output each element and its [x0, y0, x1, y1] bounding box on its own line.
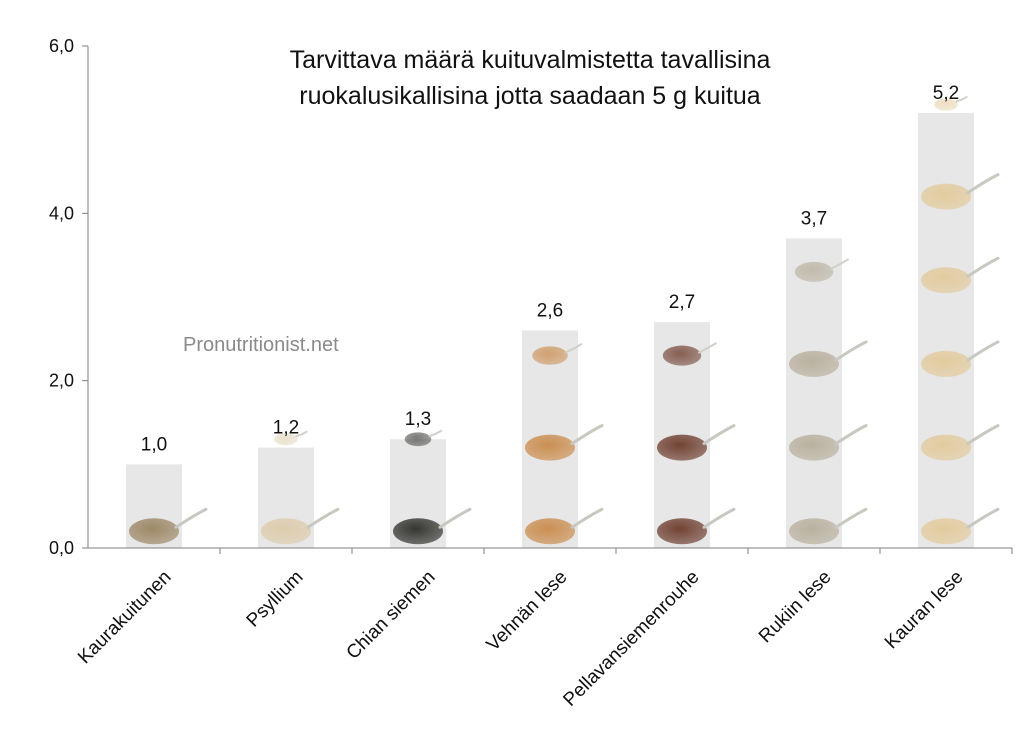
spoon-bowl — [794, 261, 834, 282]
bar-group — [654, 322, 736, 548]
data-label: 2,7 — [669, 292, 695, 313]
spoon-handle — [834, 340, 868, 362]
spoon-icon — [129, 507, 208, 545]
x-tick-label: Vehnän lese — [483, 567, 572, 656]
spoon-handle — [966, 256, 1000, 278]
chart-title-line-2: ruokalusikallisina jotta saadaan 5 g kui… — [299, 82, 761, 110]
data-label: 2,6 — [537, 300, 563, 321]
spoon-bowl — [921, 267, 971, 294]
spoon-bowl — [532, 346, 568, 365]
spoon-handle — [697, 342, 717, 354]
spoon-handle — [966, 424, 1000, 446]
spoon-icon — [657, 424, 736, 461]
spoon-bowl — [274, 433, 298, 446]
spoon-icon — [525, 424, 604, 461]
spoon-handle — [428, 429, 443, 438]
partial-spoon-icon — [794, 258, 849, 282]
spoon-handle — [829, 258, 849, 270]
spoon-bowl — [934, 98, 958, 111]
bar-group — [390, 429, 472, 548]
data-label: 1,0 — [141, 434, 167, 455]
spoon-bowl — [261, 518, 311, 545]
bar-group — [258, 430, 340, 548]
x-tick-label: Kaurakuitunen — [74, 567, 176, 669]
spoon-icon — [921, 340, 1000, 377]
spoon-bowl — [921, 434, 971, 461]
spoon-icon — [921, 507, 1000, 545]
data-label: 5,2 — [933, 83, 959, 104]
spoon-handle — [438, 507, 472, 529]
spoon-bowl — [789, 350, 839, 377]
spoon-handle — [834, 424, 868, 446]
spoon-icon — [789, 507, 868, 545]
spoon-icon — [789, 424, 868, 461]
spoon-icon — [921, 173, 1000, 210]
bar-group — [126, 464, 208, 548]
spoon-handle — [966, 507, 1000, 529]
spoon-handle — [570, 424, 604, 446]
spoon-bowl — [921, 183, 971, 210]
spoon-handle — [174, 507, 208, 529]
spoon-handle — [570, 507, 604, 529]
spoon-bowl — [657, 518, 707, 545]
partial-spoon-icon — [532, 343, 583, 365]
spoon-icon — [525, 507, 604, 545]
bar — [918, 112, 974, 548]
spoon-handle — [564, 343, 583, 354]
spoon-handle — [702, 424, 736, 446]
spoon-icon — [789, 340, 868, 377]
spoon-handle — [834, 507, 868, 529]
spoon-bowl — [393, 518, 443, 545]
bar-group — [522, 330, 604, 548]
spoon-handle — [966, 173, 1000, 195]
y-tick-label: 0,0 — [49, 538, 74, 558]
spoon-bowl — [789, 434, 839, 461]
y-tick-label: 2,0 — [49, 371, 74, 391]
spoon-bowl — [404, 432, 432, 447]
spoon-bowl — [129, 518, 179, 545]
spoon-icon — [921, 256, 1000, 294]
spoon-handle — [295, 430, 308, 438]
spoon-bowl — [662, 345, 702, 366]
partial-spoon-icon — [274, 430, 308, 446]
watermark-text: Pronutritionist.net — [183, 334, 339, 356]
spoon-bowl — [921, 518, 971, 545]
spoon-icon — [921, 424, 1000, 461]
bar-group — [786, 238, 868, 548]
x-tick-label: Chian siemen — [343, 567, 440, 664]
spoon-handle — [955, 96, 968, 103]
x-tick-label: Kauran lese — [881, 567, 968, 654]
data-label: 1,3 — [405, 409, 431, 430]
partial-spoon-icon — [404, 429, 443, 447]
spoon-handle — [306, 507, 340, 529]
x-tick-label: Rukiin lese — [755, 567, 836, 648]
bar — [786, 238, 842, 548]
spoon-icon — [261, 507, 340, 545]
spoon-bowl — [921, 350, 971, 377]
spoon-bowl — [525, 518, 575, 545]
y-tick-label: 4,0 — [49, 203, 74, 223]
spoon-handle — [966, 340, 1000, 362]
partial-spoon-icon — [662, 342, 717, 366]
spoon-bowl — [657, 434, 707, 461]
spoon-bowl — [789, 518, 839, 545]
spoon-bowl — [525, 434, 575, 461]
partial-spoon-icon — [934, 96, 968, 111]
spoon-handle — [702, 507, 736, 529]
data-label: 3,7 — [801, 208, 827, 229]
spoon-icon — [393, 507, 472, 545]
spoon-icon — [657, 507, 736, 545]
x-tick-label: Psyllium — [243, 567, 308, 632]
chart-title-line-1: Tarvittava määrä kuituvalmistetta tavall… — [289, 46, 771, 74]
x-tick-label: Pellavansiemenrouhe — [559, 567, 703, 711]
data-label: 1,2 — [273, 418, 299, 439]
y-tick-label: 6,0 — [49, 36, 74, 56]
bar-group — [918, 96, 1000, 548]
